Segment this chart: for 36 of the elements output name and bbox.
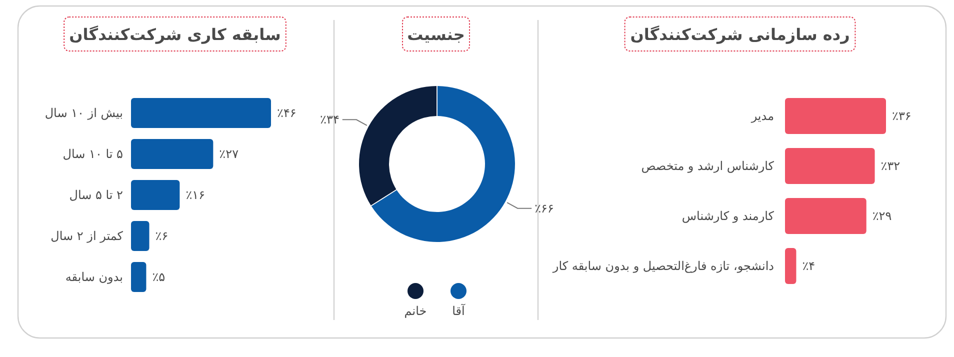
legend-label: خانم xyxy=(404,304,427,318)
y-tick-label: مدیر xyxy=(750,109,774,123)
data-label: ٪۳۶ xyxy=(892,109,912,123)
y-tick-label: بدون سابقه xyxy=(65,270,123,284)
data-label: ٪۲۷ xyxy=(219,147,240,161)
bar xyxy=(785,148,875,184)
y-tick-label: ۵ تا ۱۰ سال xyxy=(62,147,123,161)
bar xyxy=(131,221,150,251)
y-tick-label: ۲ تا ۵ سال xyxy=(69,188,123,202)
data-label: ٪۳۴ xyxy=(320,112,340,127)
chart-title: جنسیت xyxy=(407,25,465,44)
bar xyxy=(785,198,866,234)
y-tick-label: دانشجو، تازه فارغ‌التحصیل و بدون سابقه کار xyxy=(552,259,774,273)
y-tick-label: کمتر از ۲ سال xyxy=(50,229,124,243)
data-label: ٪۴۶ xyxy=(277,106,296,120)
bar xyxy=(131,139,214,169)
donut-slice xyxy=(359,86,437,206)
y-tick-label: کارشناس ارشد و متخصص xyxy=(641,159,774,173)
y-tick-label: کارمند و کارشناس xyxy=(682,209,774,223)
data-label: ٪۵ xyxy=(152,270,166,284)
data-label: ٪۳۲ xyxy=(880,159,900,173)
chart-title: رده سازمانی شرکت‌کنندگان xyxy=(630,25,850,44)
bar xyxy=(785,98,886,134)
legend-label: آقا xyxy=(452,303,466,318)
donut-slice xyxy=(371,86,515,242)
data-label: ٪۶۶ xyxy=(534,201,554,216)
data-label: ٪۶ xyxy=(155,229,168,243)
bar xyxy=(785,248,796,284)
y-tick-label: بیش از ۱۰ سال xyxy=(44,106,123,120)
bar xyxy=(131,262,146,292)
data-label: ٪۴ xyxy=(802,259,816,273)
data-label: ٪۱۶ xyxy=(186,188,206,202)
data-label: ٪۲۹ xyxy=(872,209,892,223)
bar xyxy=(131,98,271,128)
bar xyxy=(131,180,180,210)
chart-title: سابقه کاری شرکت‌کنندگان xyxy=(69,25,281,44)
